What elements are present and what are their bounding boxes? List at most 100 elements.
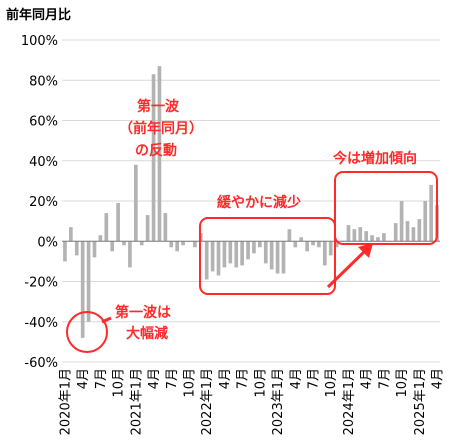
bar bbox=[299, 237, 304, 242]
bar bbox=[275, 241, 280, 274]
x-tick-label: 10月 bbox=[324, 368, 339, 398]
bar bbox=[405, 221, 410, 242]
x-tick-label: 7月 bbox=[307, 368, 322, 389]
bar bbox=[323, 241, 327, 266]
x-tick-label: 7月 bbox=[94, 368, 109, 389]
x-tick-label: 10月 bbox=[182, 368, 197, 398]
x-tick-labels: 2020年1月 4月 7月 10月 2021年1月 4月 7月 10月 2022年1月 4月 7月 1… bbox=[58, 368, 445, 435]
y-tick-label: 20% bbox=[29, 195, 58, 210]
bar bbox=[352, 229, 357, 242]
x-tick-label: 4月 bbox=[360, 368, 375, 389]
bar bbox=[293, 241, 298, 248]
bar bbox=[145, 215, 150, 242]
bar bbox=[63, 241, 67, 262]
bar bbox=[382, 233, 386, 242]
first-wave-rebound-line-2: （前年同月） bbox=[119, 120, 203, 137]
trend-arrow bbox=[326, 243, 373, 289]
increasing-trend-label: 今は増加傾向 bbox=[332, 150, 417, 167]
first-wave-rebound-line-3: の反動 bbox=[135, 142, 177, 159]
bar bbox=[317, 241, 321, 248]
y-tick-label: -60% bbox=[24, 356, 58, 371]
bar bbox=[334, 241, 339, 248]
x-tick-label: 2023年1月 bbox=[271, 368, 286, 435]
bar bbox=[216, 241, 221, 276]
x-tick-label: 10月 bbox=[253, 368, 268, 398]
unit-label: 前年同月比 bbox=[6, 7, 71, 23]
y-tick-labels: -60% -40% -20% 0% 20% 40% 60% 80% 100% bbox=[21, 34, 58, 371]
x-tick-label: 4月 bbox=[76, 368, 91, 389]
bar bbox=[281, 241, 286, 274]
first-wave-drop-arrow bbox=[101, 316, 112, 324]
bar bbox=[204, 241, 209, 280]
bar bbox=[393, 223, 398, 242]
bar bbox=[252, 241, 256, 254]
x-tick-label: 2021年1月 bbox=[129, 368, 144, 435]
y-tick-label: 40% bbox=[29, 155, 58, 170]
bar bbox=[376, 237, 380, 242]
bar bbox=[181, 241, 185, 246]
x-tick-label: 4月 bbox=[431, 368, 446, 389]
y-tick-label: -40% bbox=[24, 316, 58, 331]
bar bbox=[311, 241, 315, 246]
x-tick-label: 2024年1月 bbox=[342, 368, 357, 435]
bar bbox=[429, 184, 433, 242]
bar bbox=[80, 241, 85, 338]
bar bbox=[240, 241, 244, 266]
bar bbox=[263, 241, 268, 264]
x-tick-label: 4月 bbox=[218, 368, 233, 389]
bar bbox=[134, 164, 138, 242]
bar bbox=[151, 74, 156, 242]
bar bbox=[110, 241, 115, 252]
x-tick-label: 4月 bbox=[147, 368, 162, 389]
bar bbox=[328, 241, 333, 256]
first-wave-drop-line-1: 第一波は bbox=[115, 304, 171, 321]
bar bbox=[423, 201, 428, 242]
bar bbox=[269, 241, 274, 270]
x-tick-label: 7月 bbox=[377, 368, 392, 389]
bar bbox=[228, 241, 233, 264]
bar bbox=[128, 241, 132, 268]
x-tick-label: 2025年1月 bbox=[413, 368, 428, 435]
bar bbox=[222, 241, 227, 268]
first-wave-drop-circle bbox=[66, 311, 108, 353]
bar bbox=[358, 227, 363, 242]
bar bbox=[74, 241, 79, 256]
y-tick-label: -20% bbox=[24, 276, 58, 291]
bar bbox=[169, 241, 174, 248]
bar bbox=[346, 225, 351, 242]
x-tick-label: 10月 bbox=[112, 368, 127, 398]
x-tick-label: 2020年1月 bbox=[58, 368, 73, 435]
first-wave-rebound-line-1: 第一波 bbox=[137, 98, 180, 115]
x-tick-label: 4月 bbox=[289, 368, 304, 389]
bar bbox=[86, 241, 91, 322]
bar bbox=[139, 241, 144, 246]
annotation-first-wave-rebound-group: 第一波 （前年同月） の反動 bbox=[119, 98, 203, 159]
bar bbox=[122, 241, 126, 246]
y-tick-label: 0% bbox=[37, 235, 58, 250]
bar bbox=[370, 235, 374, 242]
bar bbox=[399, 201, 404, 242]
bar bbox=[287, 229, 292, 242]
bar bbox=[364, 231, 368, 242]
y-tick-label: 100% bbox=[21, 34, 58, 49]
bar bbox=[193, 241, 197, 248]
bar bbox=[210, 241, 215, 272]
gradual-decrease-box bbox=[199, 217, 336, 295]
bar bbox=[116, 203, 120, 242]
bar bbox=[92, 241, 97, 258]
x-tick-label: 10月 bbox=[395, 368, 410, 398]
annotation-first-wave-drop-group: 第一波は 大幅減 bbox=[66, 304, 171, 353]
bar bbox=[69, 227, 73, 242]
increasing-trend-box bbox=[334, 171, 438, 245]
bar bbox=[234, 241, 239, 268]
first-wave-drop-line-2: 大幅減 bbox=[126, 325, 168, 342]
annotation-gradual-decrease-group: 緩やかに減少 bbox=[199, 194, 336, 295]
bar bbox=[175, 241, 179, 252]
bar bbox=[98, 235, 103, 242]
bar bbox=[258, 241, 262, 248]
bar bbox=[305, 241, 309, 252]
annotation-increasing-trend-group: 今は増加傾向 bbox=[332, 150, 438, 245]
bar bbox=[411, 227, 416, 242]
bar bbox=[104, 213, 109, 242]
